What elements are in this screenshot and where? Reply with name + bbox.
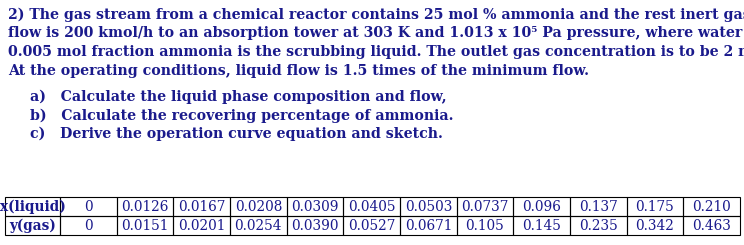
Bar (286, 197, 343, 216)
Text: 0.0527: 0.0527 (348, 219, 395, 233)
Bar (5, 216, 60, 235)
Text: 0.145: 0.145 (522, 219, 561, 233)
Bar (626, 197, 683, 216)
Bar (117, 197, 173, 216)
Bar (286, 216, 343, 235)
Bar (457, 216, 513, 235)
Text: 0: 0 (84, 199, 93, 213)
Bar (60, 216, 117, 235)
Text: 0: 0 (84, 219, 93, 233)
Bar (570, 197, 626, 216)
Text: 2) The gas stream from a chemical reactor contains 25 mol % ammonia and the rest: 2) The gas stream from a chemical reacto… (8, 8, 744, 22)
Bar (60, 197, 117, 216)
Text: 0.105: 0.105 (466, 219, 504, 233)
Bar (173, 197, 230, 216)
Bar (230, 216, 286, 235)
Bar (5, 197, 60, 216)
Bar (173, 216, 230, 235)
Text: 0.0167: 0.0167 (178, 199, 225, 213)
Text: 0.0126: 0.0126 (121, 199, 169, 213)
Bar (230, 197, 286, 216)
Text: 0.005 mol fraction ammonia is the scrubbing liquid. The outlet gas concentration: 0.005 mol fraction ammonia is the scrubb… (8, 45, 744, 59)
Text: 0.0737: 0.0737 (461, 199, 509, 213)
Text: 0.0309: 0.0309 (291, 199, 339, 213)
Text: 0.0201: 0.0201 (178, 219, 225, 233)
Bar (400, 216, 457, 235)
Text: 0.0671: 0.0671 (405, 219, 452, 233)
Bar (513, 197, 570, 216)
Text: b)   Calculate the recovering percentage of ammonia.: b) Calculate the recovering percentage o… (30, 109, 454, 123)
Bar (513, 216, 570, 235)
Bar (570, 216, 626, 235)
Bar (400, 197, 457, 216)
Text: x(liquid): x(liquid) (0, 199, 65, 214)
Text: a)   Calculate the liquid phase composition and flow,: a) Calculate the liquid phase compositio… (30, 90, 446, 104)
Text: 0.463: 0.463 (692, 219, 731, 233)
Bar (343, 197, 400, 216)
Text: 0.0151: 0.0151 (121, 219, 169, 233)
Text: flow is 200 kmol/h to an absorption tower at 303 K and 1.013 x 10⁵ Pa pressure, : flow is 200 kmol/h to an absorption towe… (8, 26, 744, 40)
Text: 0.175: 0.175 (635, 199, 674, 213)
Text: 0.0503: 0.0503 (405, 199, 452, 213)
Bar (626, 216, 683, 235)
Text: 0.096: 0.096 (522, 199, 561, 213)
Bar (683, 216, 740, 235)
Text: 0.0390: 0.0390 (291, 219, 339, 233)
Text: At the operating conditions, liquid flow is 1.5 times of the minimum flow.: At the operating conditions, liquid flow… (8, 63, 589, 77)
Text: 0.210: 0.210 (692, 199, 731, 213)
Bar (457, 197, 513, 216)
Text: c)   Derive the operation curve equation and sketch.: c) Derive the operation curve equation a… (30, 127, 443, 141)
Text: 0.342: 0.342 (635, 219, 675, 233)
Text: 0.0254: 0.0254 (234, 219, 282, 233)
Text: 0.0405: 0.0405 (348, 199, 395, 213)
Text: 0.137: 0.137 (579, 199, 618, 213)
Bar (683, 197, 740, 216)
Text: 0.235: 0.235 (579, 219, 618, 233)
Bar (117, 216, 173, 235)
Bar (343, 216, 400, 235)
Text: 0.0208: 0.0208 (234, 199, 282, 213)
Text: y(gas): y(gas) (9, 218, 56, 233)
